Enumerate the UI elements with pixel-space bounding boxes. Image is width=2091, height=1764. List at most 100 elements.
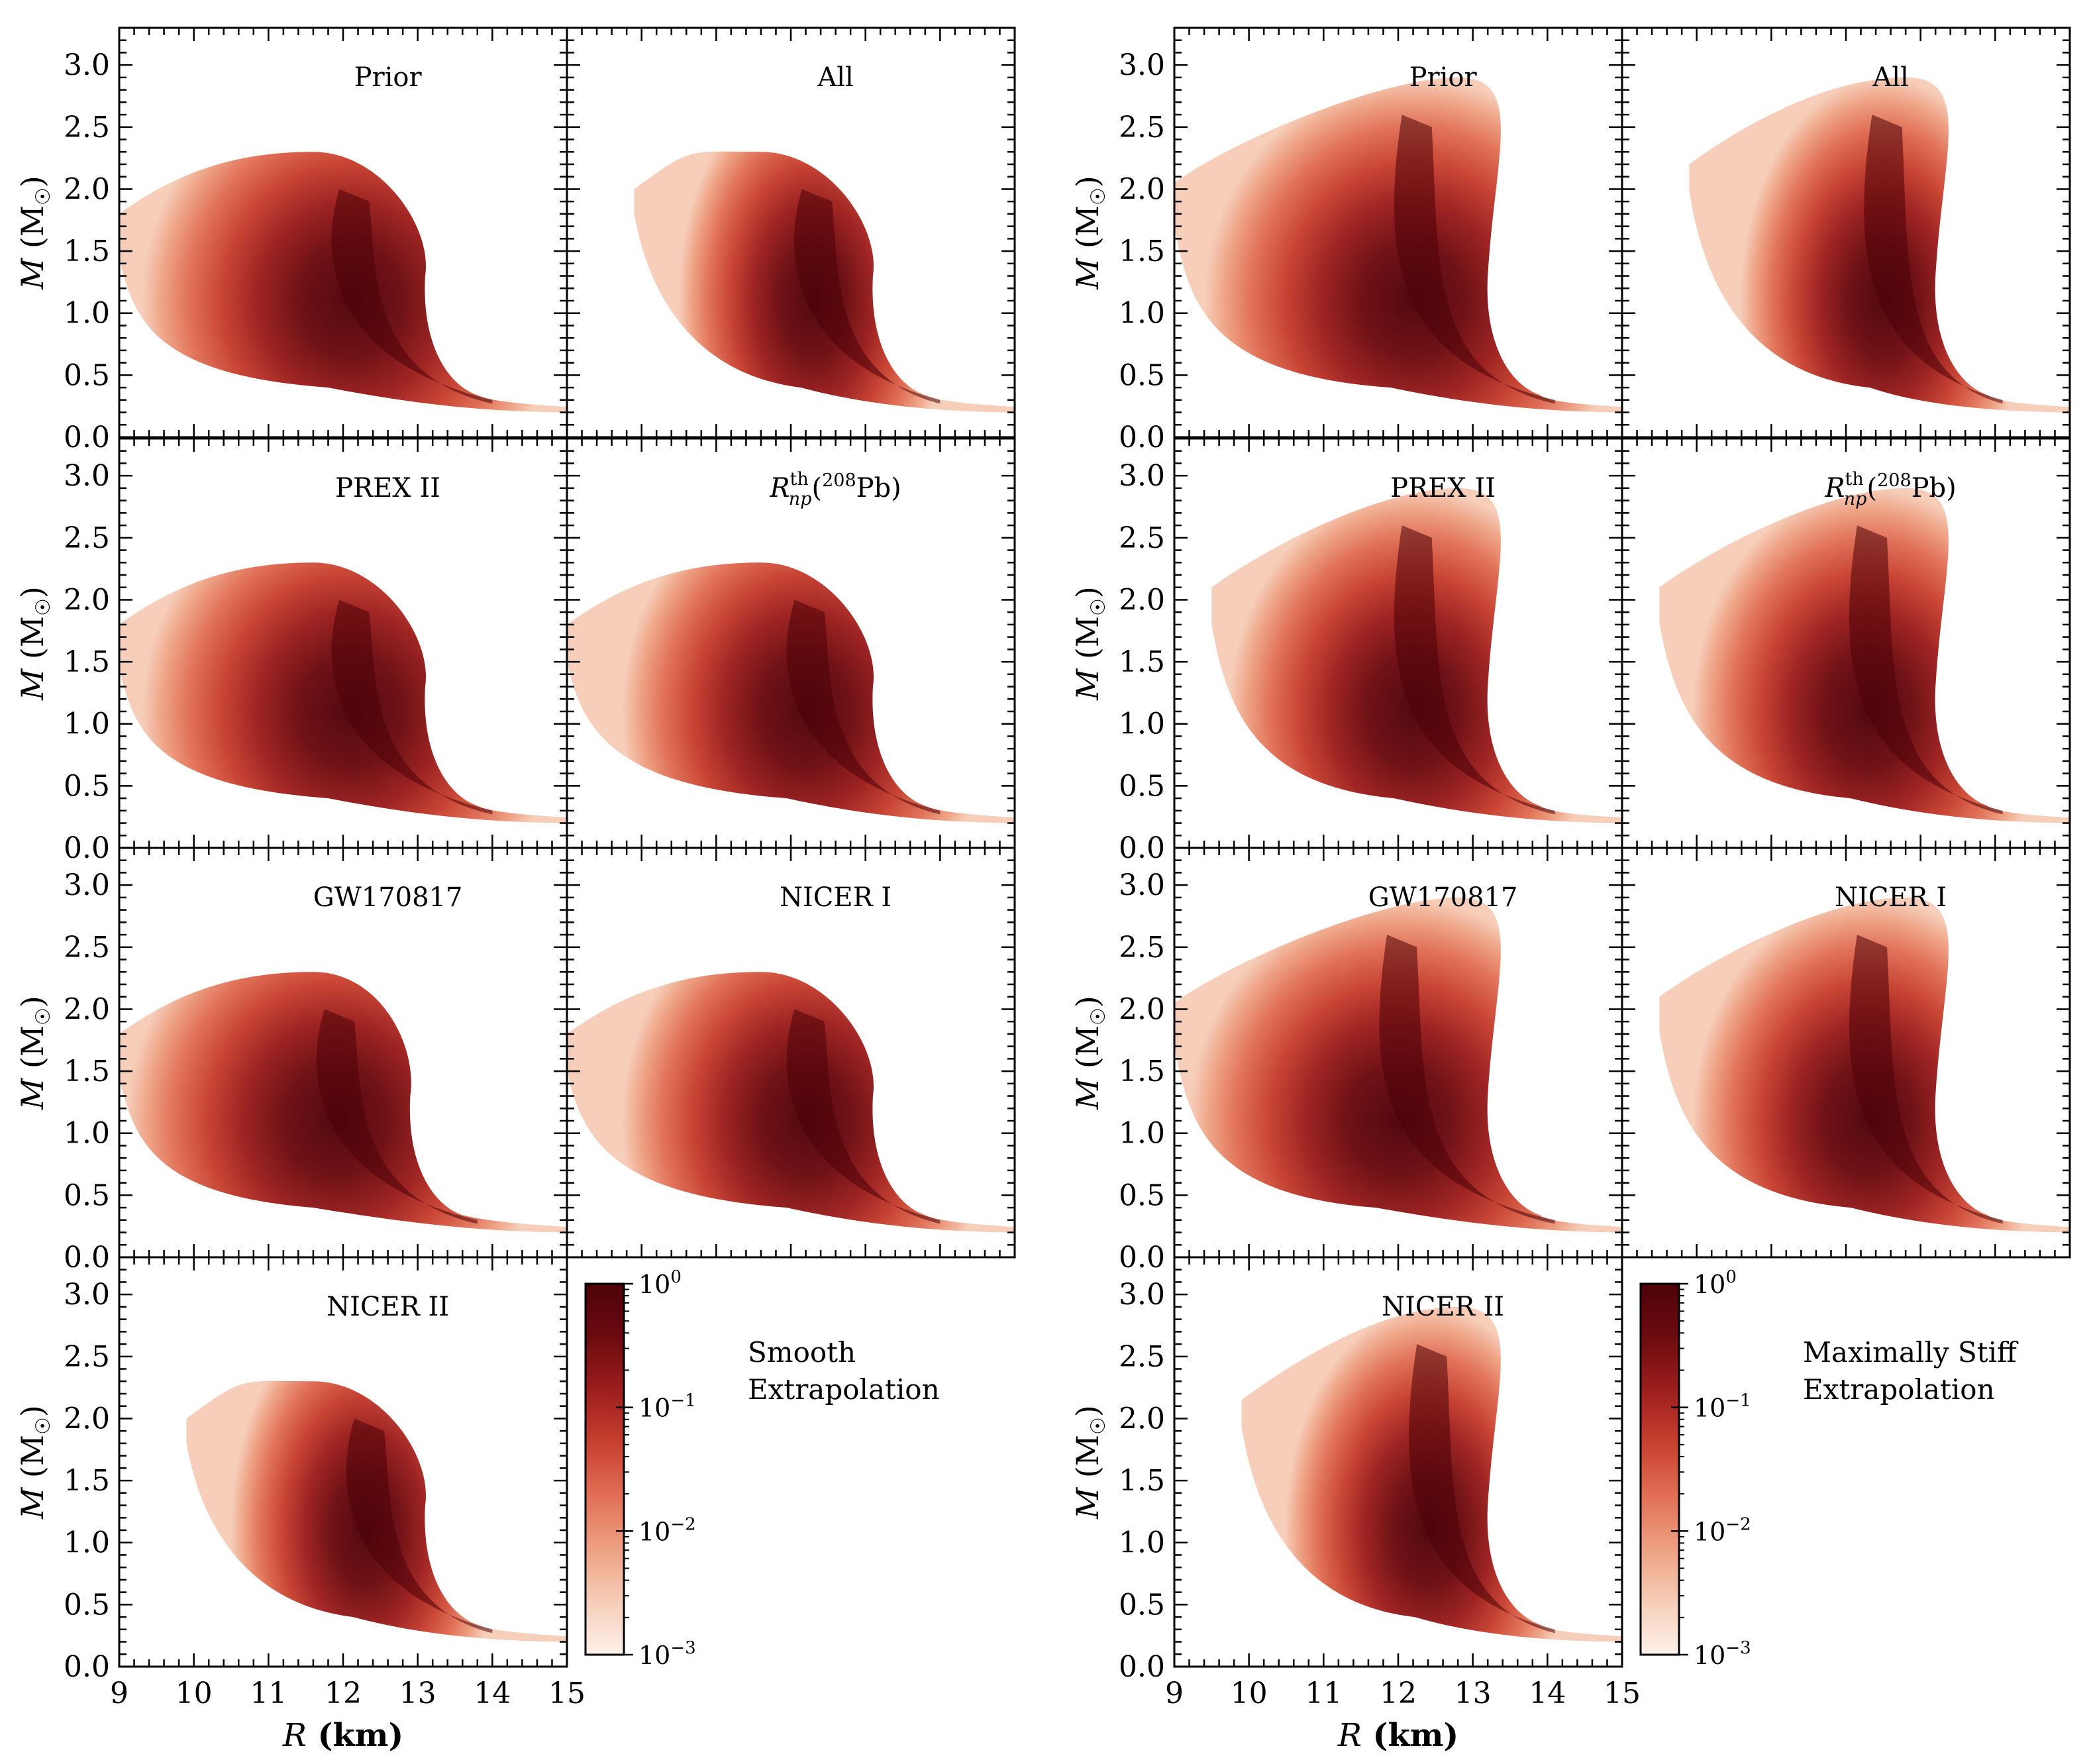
panel-0-4: 0.0 0.5 1.0 1.5 2.0 2.5 3.0 M (M☉) GW170817 — [15, 847, 568, 1274]
y-tick-label: 1.0 — [64, 707, 110, 741]
panel-title: All — [1872, 62, 1908, 93]
colorbar-frame — [584, 1282, 625, 1656]
y-tick-label: 2.5 — [1119, 111, 1165, 144]
panel-ticks — [1173, 1256, 1623, 1668]
y-tick-label: 1.0 — [1119, 297, 1165, 331]
y-tick-label: 0.0 — [1119, 1650, 1165, 1684]
y-tick-label: 3.0 — [64, 48, 110, 82]
y-tick-label: 2.0 — [64, 1402, 110, 1435]
y-tick-label: 0.0 — [1119, 1241, 1165, 1274]
y-tick-label: 0.5 — [64, 1178, 110, 1212]
y-tick-label: 0.0 — [64, 1650, 110, 1684]
colorbar-tick-label: 10−1 — [638, 1391, 696, 1423]
y-tick-label: 0.5 — [1119, 1588, 1165, 1622]
x-tick-label: 11 — [1305, 1677, 1342, 1710]
panel-0-6: 0.0 0.5 1.0 1.5 2.0 2.5 3.0 M (M☉) NICER II 9 10 11… — [15, 1256, 586, 1754]
y-tick-label: 3.0 — [64, 459, 110, 493]
colorbar-gradient — [1641, 1284, 1679, 1655]
y-tick-label: 0.5 — [64, 1588, 110, 1622]
y-tick-label: 2.5 — [1119, 931, 1165, 964]
mr-ridge — [1849, 935, 2003, 1224]
panel-0-0: 0.0 0.5 1.0 1.5 2.0 2.5 3.0 M (M☉) Prior — [15, 26, 568, 454]
y-axis-label: M (M☉) — [15, 996, 55, 1110]
panel-0-2: 0.0 0.5 1.0 1.5 2.0 2.5 3.0 M (M☉) PREX II — [15, 437, 568, 865]
y-tick-label: 0.5 — [1119, 358, 1165, 392]
panel-ticks — [1173, 437, 1623, 849]
colorbar-caption: Extrapolation — [748, 1373, 940, 1406]
x-tick-label: 11 — [250, 1677, 287, 1710]
y-axis-label: M (M☉) — [1070, 1405, 1110, 1520]
panel-1-3: Rth np(208Pb) — [1621, 437, 2071, 849]
x-axis-label: R (km) — [1337, 1717, 1458, 1754]
colorbar-tick-label: 10−1 — [1694, 1391, 1751, 1423]
y-axis-label: M (M☉) — [1070, 996, 1110, 1110]
x-tick-label: 12 — [1380, 1677, 1417, 1710]
y-tick-label: 2.5 — [64, 521, 110, 555]
y-tick-label: 1.5 — [1119, 645, 1165, 679]
y-tick-label: 2.5 — [1119, 521, 1165, 555]
x-tick-label: 14 — [474, 1677, 511, 1710]
x-tick-label: 15 — [548, 1677, 586, 1710]
mr-ridge — [786, 1009, 941, 1224]
panel-title: Rth np(208Pb) — [1824, 469, 1956, 509]
mr-ridge — [793, 189, 941, 404]
y-tick-label: 3.0 — [1119, 868, 1165, 902]
y-tick-label: 2.5 — [64, 1340, 110, 1374]
y-axis-label: M (M☉) — [15, 586, 55, 701]
panel-title: NICER II — [1382, 1292, 1504, 1322]
y-tick-label: 2.0 — [1119, 583, 1165, 617]
y-tick-label: 1.5 — [1119, 234, 1165, 268]
colorbar-tick-label: 10−3 — [1694, 1638, 1751, 1670]
panel-1-6: 0.0 0.5 1.0 1.5 2.0 2.5 3.0 M (M☉) NICER II 9 10 11… — [1070, 1256, 1641, 1754]
x-tick-label: 13 — [399, 1677, 436, 1710]
panel-title: Prior — [354, 62, 423, 93]
y-tick-label: 0.0 — [64, 1241, 110, 1274]
colorbar-caption: Maximally Stiff — [1803, 1336, 2019, 1369]
y-tick-label: 2.5 — [64, 111, 110, 144]
y-tick-label: 1.5 — [1119, 1464, 1165, 1498]
panel-1-5: NICER I — [1621, 847, 2071, 1259]
y-tick-label: 1.0 — [1119, 1117, 1165, 1151]
mr-distribution — [567, 972, 1015, 1233]
colorbar-tick-label: 10−3 — [638, 1638, 696, 1670]
panel-ticks — [118, 847, 568, 1259]
panel-1-1: All — [1621, 26, 2071, 439]
mr-distribution — [567, 562, 1015, 823]
y-tick-label: 1.5 — [64, 1464, 110, 1498]
panel-title: All — [817, 62, 853, 93]
panel-ticks — [1173, 26, 1623, 439]
y-tick-label: 0.0 — [1119, 421, 1165, 454]
colorbar-tick-label: 100 — [638, 1267, 682, 1299]
colorbar-tick-label: 10−2 — [638, 1514, 696, 1546]
colorbar-gradient — [586, 1284, 624, 1655]
panel-title: NICER I — [780, 882, 892, 913]
y-tick-label: 2.0 — [64, 172, 110, 206]
colorbar-tick-label: 100 — [1694, 1267, 1737, 1299]
mr-ridge — [1864, 115, 2003, 404]
panel-title: NICER II — [327, 1292, 449, 1322]
y-axis-label: M (M☉) — [1070, 176, 1110, 290]
colorbar-1: 100 10−1 10−2 10−3 Maximally Stiff Extrapolat… — [1639, 1267, 2019, 1670]
y-tick-label: 0.5 — [1119, 769, 1165, 803]
panel-ticks — [566, 26, 1016, 439]
panel-title: Prior — [1409, 62, 1478, 93]
x-tick-label: 15 — [1604, 1677, 1641, 1710]
panel-title: GW170817 — [1368, 882, 1518, 913]
x-tick-label: 13 — [1454, 1677, 1492, 1710]
panel-1-0: 0.0 0.5 1.0 1.5 2.0 2.5 3.0 M (M☉) Prior — [1070, 26, 1623, 454]
panel-ticks — [566, 437, 1016, 849]
x-axis-label: R (km) — [282, 1717, 403, 1754]
mr-ridge — [317, 1009, 478, 1224]
mr-ridge — [1394, 115, 1555, 404]
colorbar-tick-label: 10−2 — [1694, 1514, 1751, 1546]
mr-ridge — [346, 1418, 493, 1634]
x-tick-label: 10 — [1231, 1677, 1268, 1710]
y-tick-label: 2.0 — [1119, 172, 1165, 206]
x-tick-label: 14 — [1529, 1677, 1566, 1710]
panel-title: PREX II — [335, 473, 440, 503]
y-tick-label: 1.0 — [64, 1117, 110, 1151]
y-tick-label: 1.0 — [1119, 1526, 1165, 1560]
y-tick-label: 1.5 — [64, 645, 110, 679]
y-tick-label: 0.5 — [1119, 1178, 1165, 1212]
